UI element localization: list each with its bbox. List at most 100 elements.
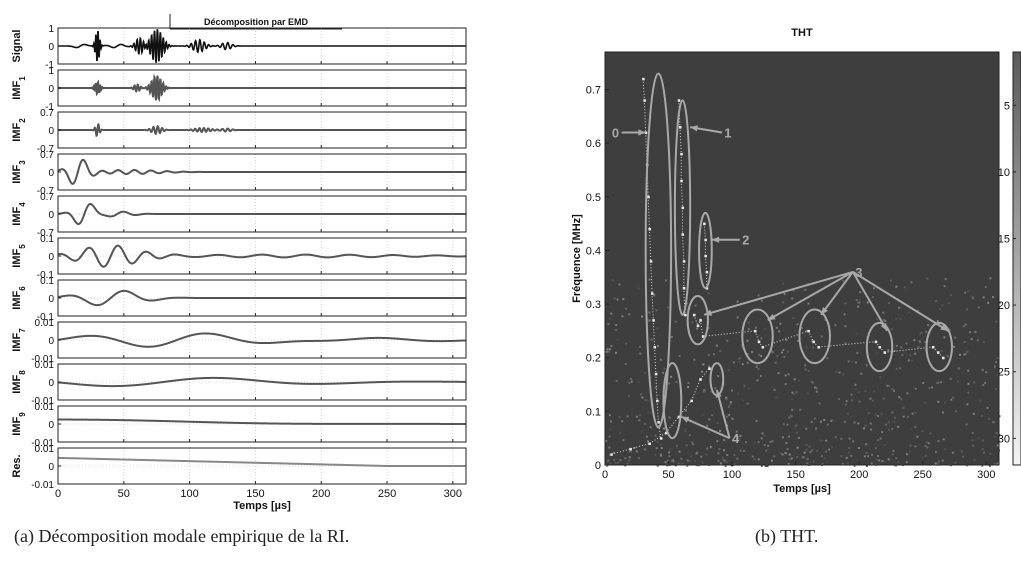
heatmap-cell <box>891 428 894 431</box>
heatmap-cell <box>914 425 917 428</box>
heatmap-cell <box>635 450 638 453</box>
heatmap-cell <box>803 451 806 454</box>
heatmap-cell <box>921 430 924 433</box>
heatmap-cell <box>791 297 794 300</box>
heatmap-cell <box>877 415 880 418</box>
heatmap-cell <box>891 388 894 391</box>
heatmap-cell <box>760 299 763 302</box>
heatmap-cell <box>806 392 809 395</box>
x-tick-label: 250 <box>914 469 932 481</box>
caption-a: (a) Décomposition modale empirique de la… <box>14 526 350 546</box>
heatmap-cell <box>687 381 690 384</box>
x-tick-label: 200 <box>312 488 330 500</box>
heatmap-cell <box>858 301 861 304</box>
heatmap-cell <box>628 459 631 462</box>
heatmap-cell <box>908 311 911 314</box>
heatmap-cell <box>733 454 736 457</box>
x-tick-label: 100 <box>723 469 741 481</box>
heatmap-cell <box>688 434 691 437</box>
y-tick-label: -0.7 <box>37 186 55 197</box>
heatmap-cell <box>937 440 940 443</box>
heatmap-cell <box>926 446 929 449</box>
heatmap-cell <box>729 401 732 404</box>
heatmap-cell <box>913 339 916 342</box>
heatmap-cell <box>929 432 932 435</box>
heatmap-cell <box>802 456 805 459</box>
heatmap-cell <box>679 462 682 465</box>
heatmap-cell <box>850 360 853 363</box>
x-tick-label: 200 <box>850 469 868 481</box>
heatmap-cell <box>948 329 951 332</box>
x-tick-label: 0 <box>55 488 61 500</box>
heatmap-cell <box>782 423 785 426</box>
colorbar <box>1012 51 1021 466</box>
heatmap-cell <box>639 352 642 355</box>
heatmap-cell <box>993 365 996 368</box>
heatmap-cell <box>622 298 625 301</box>
heatmap-cell <box>735 430 738 433</box>
heatmap-cell <box>765 464 768 467</box>
heatmap-cell <box>887 349 890 352</box>
annotation-label-3: 3 <box>855 265 862 280</box>
heatmap-cell <box>891 327 894 330</box>
heatmap-cell <box>811 381 814 384</box>
heatmap-cell <box>971 432 974 435</box>
heatmap-cell <box>983 451 986 454</box>
arrow-head <box>704 309 713 316</box>
heatmap-cell <box>812 460 815 463</box>
arrow-head <box>821 307 828 315</box>
heatmap-cell <box>895 344 898 347</box>
heatmap-cell <box>906 415 909 418</box>
heatmap-cell <box>982 341 985 344</box>
heatmap-cell <box>639 413 642 416</box>
heatmap-cell <box>796 446 799 449</box>
heatmap-cell <box>731 389 734 392</box>
heatmap-cell <box>858 400 861 403</box>
heatmap-cell <box>718 448 721 451</box>
ridge-segment <box>762 330 809 348</box>
heatmap-cell <box>611 279 614 282</box>
heatmap-cell <box>967 369 970 372</box>
heatmap-cell <box>763 434 766 437</box>
ellipse-3 <box>798 308 831 365</box>
heatmap-cell <box>948 327 951 330</box>
heatmap-cell <box>964 291 967 294</box>
y-tick-label: -1 <box>45 60 54 71</box>
heatmap-cell <box>636 415 639 418</box>
heatmap-cell <box>895 285 898 288</box>
heatmap-cell <box>941 411 944 414</box>
heatmap-cell <box>717 375 720 378</box>
heatmap-cell <box>727 405 730 408</box>
heatmap-cell <box>824 450 827 453</box>
heatmap-cell <box>853 464 856 467</box>
heatmap-cell <box>782 349 785 352</box>
heatmap-cell <box>993 435 996 438</box>
heatmap-cell <box>790 415 793 418</box>
heatmap-cell <box>684 313 687 317</box>
heatmap-cell <box>831 446 834 449</box>
heatmap-cell <box>707 354 710 357</box>
x-tick-label: 150 <box>246 488 264 500</box>
heatmap-cell <box>786 423 789 426</box>
heatmap-cell <box>804 288 807 291</box>
heatmap-cell <box>795 455 798 458</box>
heatmap-cell <box>964 353 967 356</box>
heatmap-cell <box>937 461 940 464</box>
heatmap-cell <box>686 302 689 305</box>
heatmap-cell <box>758 353 761 356</box>
series-label: IMF8 <box>11 370 27 394</box>
heatmap-cell <box>888 428 891 431</box>
subplot-imf-3: 0.7 0 -0.7 IMF3 <box>11 150 467 197</box>
annotation-arrow <box>852 271 949 332</box>
heatmap-cell <box>844 342 847 345</box>
heatmap-cell <box>670 336 673 339</box>
heatmap-cell <box>654 386 657 389</box>
annotation-label-0: 0 <box>612 125 619 140</box>
heatmap-cell <box>695 452 698 455</box>
heatmap-cell <box>943 285 946 288</box>
heatmap-cell <box>685 444 688 447</box>
heatmap-cell <box>855 332 858 335</box>
heatmap-cell <box>795 424 798 427</box>
heatmap-cell <box>612 451 615 454</box>
heatmap-cell <box>663 367 666 370</box>
